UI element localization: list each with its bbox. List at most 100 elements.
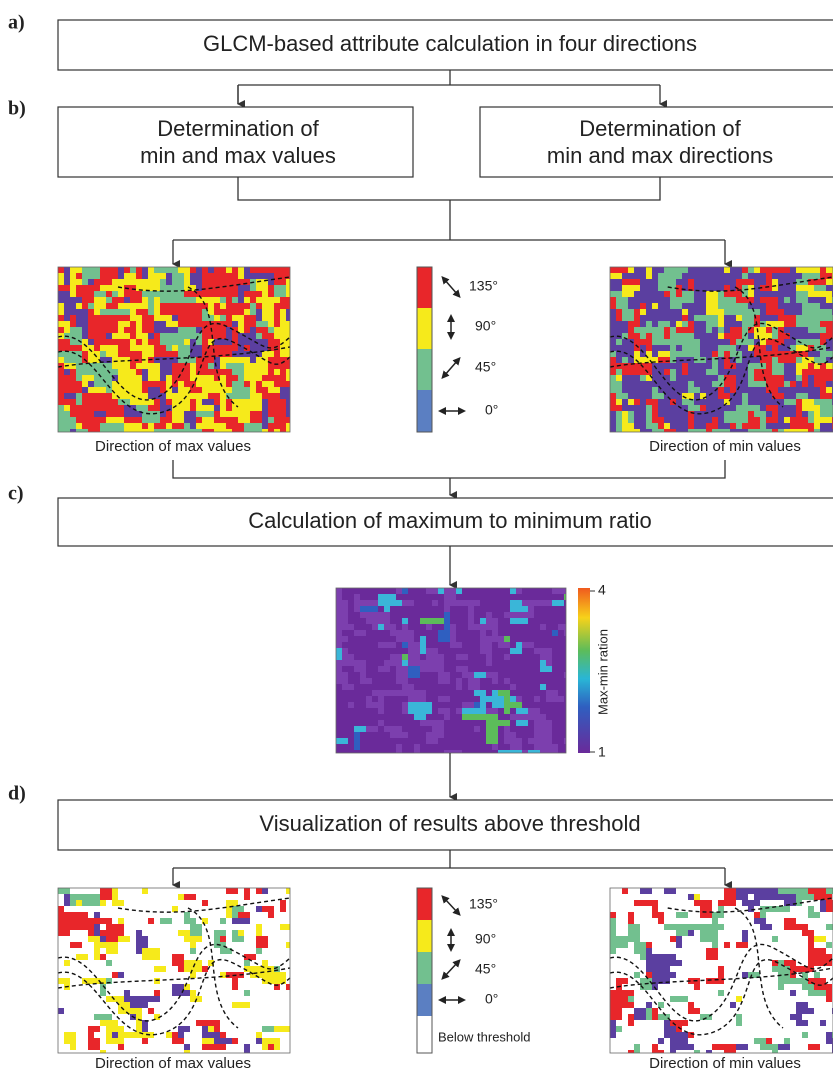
channel-outline bbox=[609, 346, 833, 368]
map-pixel bbox=[256, 387, 268, 393]
map-pixel bbox=[160, 339, 184, 345]
map-pixel bbox=[504, 612, 534, 618]
map-pixel bbox=[58, 315, 64, 321]
map-pixel bbox=[274, 417, 290, 423]
map-pixel bbox=[76, 369, 118, 375]
map-pixel bbox=[244, 267, 250, 273]
map-pixel bbox=[826, 900, 833, 906]
map-pixel bbox=[718, 387, 724, 393]
map-pixel bbox=[796, 1020, 808, 1026]
map-pixel bbox=[220, 1032, 226, 1038]
map-pixel bbox=[154, 327, 178, 333]
map-pixel bbox=[82, 399, 118, 405]
map-pixel bbox=[718, 966, 724, 972]
map-pixel bbox=[444, 588, 456, 594]
map-pixel bbox=[754, 375, 784, 381]
map-pixel bbox=[256, 309, 262, 315]
map-pixel bbox=[250, 303, 256, 309]
map-pixel bbox=[646, 351, 652, 357]
map-pixel bbox=[154, 966, 166, 972]
map-pixel bbox=[474, 690, 486, 696]
map-pixel bbox=[64, 309, 88, 315]
map-pixel bbox=[610, 387, 622, 393]
map-pixel bbox=[190, 972, 196, 978]
map-pixel bbox=[244, 291, 262, 297]
map-pixel bbox=[552, 588, 566, 594]
map-pixel bbox=[262, 888, 268, 894]
map-pixel bbox=[124, 285, 136, 291]
map-pixel bbox=[814, 984, 832, 990]
map-pixel bbox=[718, 393, 730, 399]
map-pixel bbox=[778, 972, 790, 978]
map-pixel bbox=[94, 411, 106, 417]
map-pixel bbox=[718, 333, 724, 339]
map-pixel bbox=[814, 363, 820, 369]
legend-swatch bbox=[417, 984, 432, 1016]
map-pixel bbox=[190, 339, 196, 345]
map-pixel bbox=[766, 273, 772, 279]
map-pixel bbox=[772, 1050, 778, 1053]
map-pixel bbox=[202, 918, 208, 924]
map-pixel bbox=[280, 297, 290, 303]
map-pixel bbox=[262, 405, 268, 411]
map-pixel bbox=[274, 381, 290, 387]
map-pixel bbox=[766, 1038, 772, 1044]
map-pixel bbox=[202, 339, 208, 345]
map-pixel bbox=[640, 333, 646, 339]
map-pixel bbox=[808, 363, 814, 369]
map-pixel bbox=[766, 327, 772, 333]
map-pixel bbox=[688, 1008, 700, 1014]
map-pixel bbox=[712, 363, 718, 369]
map-pixel bbox=[658, 357, 670, 363]
map-pixel bbox=[814, 423, 820, 429]
map-pixel bbox=[100, 309, 130, 315]
map-pixel bbox=[160, 363, 172, 369]
map-pixel bbox=[118, 273, 124, 279]
map-pixel bbox=[784, 900, 796, 906]
map-pixel bbox=[76, 375, 82, 381]
ratio-map bbox=[335, 587, 567, 754]
map-pixel bbox=[640, 303, 646, 309]
map-pixel bbox=[76, 900, 82, 906]
map-pixel bbox=[724, 411, 748, 417]
map-pixel bbox=[262, 1026, 274, 1032]
map-pixel bbox=[88, 429, 100, 432]
map-pixel bbox=[166, 279, 172, 285]
map-pixel bbox=[136, 1014, 142, 1020]
map-pixel bbox=[268, 369, 274, 375]
map-pixel bbox=[202, 333, 226, 339]
map-pixel bbox=[628, 924, 640, 930]
map-pixel bbox=[616, 1026, 622, 1032]
map-pixel bbox=[142, 954, 160, 960]
map-pixel bbox=[670, 375, 676, 381]
map-pixel bbox=[676, 327, 694, 333]
map-pixel bbox=[226, 912, 232, 918]
map-pixel bbox=[58, 429, 70, 432]
map-pixel bbox=[378, 708, 384, 714]
map-pixel bbox=[112, 297, 124, 303]
map-pixel bbox=[682, 315, 688, 321]
map-pixel bbox=[256, 888, 262, 894]
map-pixel bbox=[280, 429, 286, 432]
map-pixel bbox=[616, 423, 622, 429]
map-pixel bbox=[670, 351, 700, 357]
map-pixel bbox=[232, 936, 244, 942]
map-pixel bbox=[244, 273, 274, 279]
map-pixel bbox=[826, 996, 832, 1002]
map-pixel bbox=[706, 954, 718, 960]
map-pixel bbox=[196, 417, 202, 423]
map-pixel bbox=[820, 333, 833, 339]
map-pixel bbox=[124, 990, 130, 996]
map-pixel bbox=[70, 942, 82, 948]
map-pixel bbox=[76, 363, 112, 369]
map-pixel bbox=[124, 411, 142, 417]
map-pixel bbox=[736, 888, 778, 894]
map-pixel bbox=[754, 327, 766, 333]
map-pixel bbox=[136, 273, 142, 279]
map-pixel bbox=[64, 900, 70, 906]
map-pixel bbox=[670, 936, 676, 942]
map-pixel bbox=[286, 405, 290, 411]
map-pixel bbox=[148, 339, 160, 345]
map-pixel bbox=[736, 357, 742, 363]
map-pixel bbox=[784, 924, 808, 930]
